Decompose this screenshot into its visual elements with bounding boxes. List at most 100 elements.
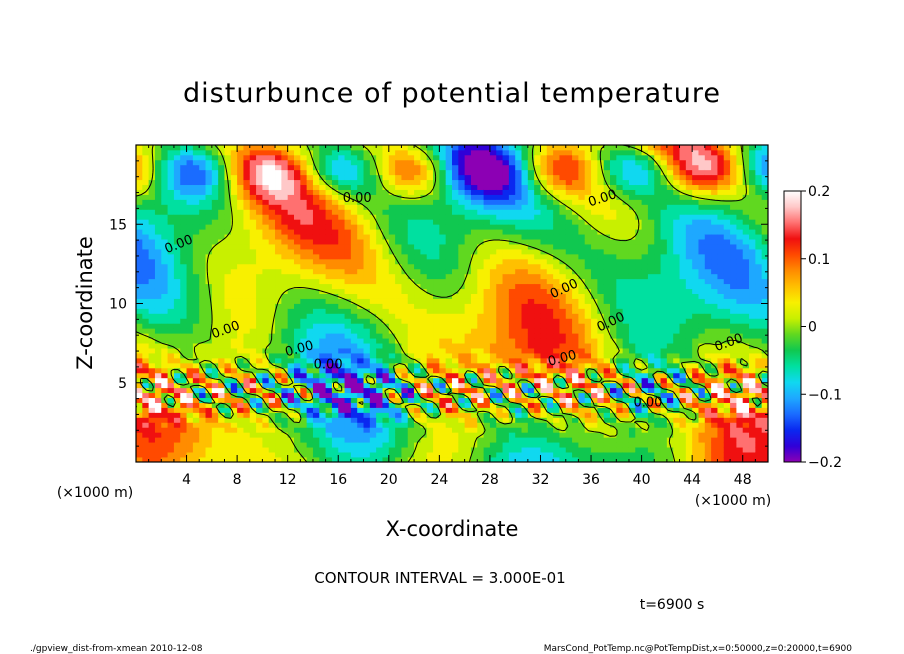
field-cell xyxy=(249,268,257,275)
field-cell xyxy=(294,318,301,324)
field-cell xyxy=(154,313,162,319)
field-cell xyxy=(173,377,181,384)
field-cell xyxy=(382,372,390,379)
field-cell xyxy=(294,457,301,462)
field-cell xyxy=(382,303,390,309)
field-cell xyxy=(382,348,390,354)
field-cell xyxy=(433,447,440,453)
field-cell xyxy=(312,437,320,443)
field-cell xyxy=(218,333,225,339)
field-cell xyxy=(559,338,567,344)
field-cell xyxy=(540,427,548,433)
field-cell xyxy=(211,402,219,408)
field-cell xyxy=(161,184,168,190)
field-cell xyxy=(616,362,624,369)
field-cell xyxy=(597,234,605,240)
field-cell xyxy=(148,457,156,462)
field-cell xyxy=(388,219,396,225)
field-cell xyxy=(224,452,232,458)
field-cell xyxy=(445,387,453,394)
field-cell xyxy=(483,357,491,364)
field-cell xyxy=(275,367,282,374)
field-cell xyxy=(584,417,592,423)
field-cell xyxy=(300,372,308,379)
field-cell xyxy=(344,204,352,210)
field-cell xyxy=(142,377,150,384)
field-cell xyxy=(508,184,516,190)
field-cell xyxy=(578,452,586,458)
field-cell xyxy=(281,209,289,215)
field-cell xyxy=(515,204,522,210)
field-cell xyxy=(483,372,491,379)
field-cell xyxy=(186,442,194,448)
field-cell xyxy=(439,199,447,205)
field-cell xyxy=(578,159,586,166)
field-cell xyxy=(306,204,314,210)
field-cell xyxy=(433,313,440,319)
field-cell xyxy=(136,397,143,403)
field-cell xyxy=(470,353,478,359)
field-cell xyxy=(496,318,503,324)
field-cell xyxy=(319,442,326,448)
field-cell xyxy=(578,154,586,161)
field-cell xyxy=(325,422,333,428)
field-cell xyxy=(211,258,219,265)
field-cell xyxy=(559,387,567,394)
field-cell xyxy=(338,357,345,364)
field-cell xyxy=(287,313,295,319)
field-cell xyxy=(572,229,579,235)
field-cell xyxy=(357,199,364,205)
field-cell xyxy=(426,169,434,176)
field-cell xyxy=(483,328,491,334)
field-cell xyxy=(546,422,554,428)
field-cell xyxy=(382,209,390,215)
field-cell xyxy=(407,362,415,369)
field-cell xyxy=(230,239,238,245)
field-cell xyxy=(597,244,605,250)
field-cell xyxy=(275,382,282,389)
field-cell xyxy=(521,199,529,205)
field-cell xyxy=(249,184,257,190)
field-cell xyxy=(572,432,579,438)
field-cell xyxy=(192,362,200,369)
field-cell xyxy=(325,353,333,359)
field-cell xyxy=(584,293,592,299)
field-cell xyxy=(433,154,440,161)
field-cell xyxy=(458,268,466,275)
field-cell xyxy=(218,214,225,220)
field-cell xyxy=(458,145,466,151)
field-cell xyxy=(477,229,484,235)
field-cell xyxy=(458,412,466,418)
field-cell xyxy=(376,253,383,260)
field-cell xyxy=(331,298,339,304)
field-cell xyxy=(546,328,554,334)
field-cell xyxy=(527,377,535,384)
field-cell xyxy=(439,293,447,299)
field-cell xyxy=(237,372,244,379)
field-cell xyxy=(154,357,162,364)
field-cell xyxy=(211,397,219,403)
field-cell xyxy=(148,179,156,186)
field-cell xyxy=(597,447,605,453)
field-cell xyxy=(603,348,611,354)
field-cell xyxy=(350,268,358,275)
field-cell xyxy=(521,204,529,210)
field-cell xyxy=(439,367,447,374)
field-cell xyxy=(597,417,605,423)
field-cell xyxy=(534,447,541,453)
field-cell xyxy=(350,397,358,403)
field-cell xyxy=(281,214,289,220)
field-cell xyxy=(597,253,605,260)
field-cell xyxy=(439,249,447,255)
field-cell xyxy=(199,194,206,200)
field-cell xyxy=(344,387,352,394)
field-cell xyxy=(148,184,156,190)
field-cell xyxy=(597,348,605,354)
field-cell xyxy=(167,298,175,304)
field-cell xyxy=(161,244,168,250)
field-cell xyxy=(230,362,238,369)
field-cell xyxy=(344,427,352,433)
field-cell xyxy=(553,224,560,230)
field-cell xyxy=(572,323,579,329)
field-cell xyxy=(527,367,535,374)
